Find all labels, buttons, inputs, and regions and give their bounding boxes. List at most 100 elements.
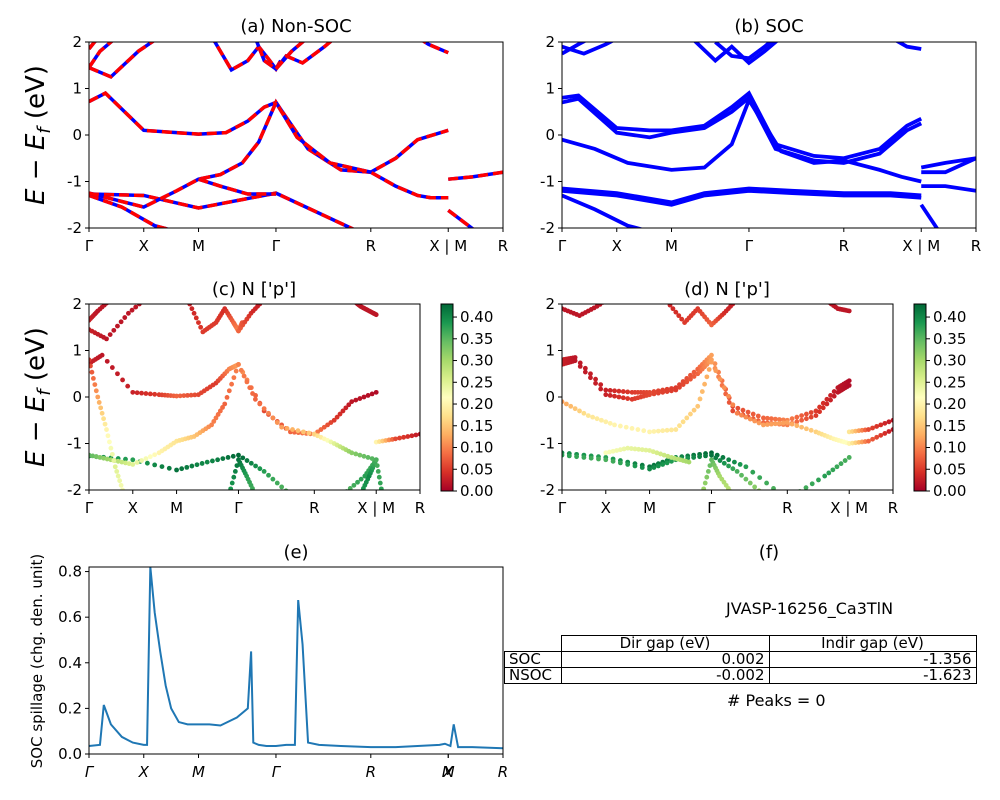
band-point [232,469,238,474]
band-point [780,420,786,426]
band-point [347,486,353,490]
band-point [647,429,652,435]
info-material-label: JVASP-16256_Ca3TlN [726,599,894,618]
band-point [651,465,657,470]
table-header-cell: Indir gap (eV) [768,635,977,652]
band-point [405,434,411,439]
band-point [261,406,267,412]
band-point [664,460,670,466]
colorbar-c [440,303,454,492]
plot-area-d [562,286,893,497]
band-point [349,297,354,302]
band-point [274,480,280,486]
band-point [809,481,815,487]
band-point [789,421,795,427]
band-point [878,422,884,428]
band-point [721,460,727,466]
band-point [380,492,385,497]
band-point [582,369,588,375]
band-point [688,376,693,382]
band-line-soc [920,156,976,170]
band-point [238,367,244,373]
band-point [217,408,223,414]
band-point [878,432,884,438]
band-point [266,410,271,416]
x-tick-label: Γ [234,499,243,517]
band-point [755,413,761,419]
band-point [250,391,255,396]
y-tick-label: -1 [67,173,82,191]
band-line-soc [693,42,779,66]
band-point [209,422,214,428]
band-point [747,416,753,422]
band-point [664,427,670,433]
band-point [628,446,634,451]
band-point [106,299,111,304]
band-point [241,373,247,379]
colorbar-tick-label: 0.40 [933,308,966,326]
band-point [597,304,603,307]
band-point [361,453,367,459]
band-point [375,469,381,474]
band-point [231,375,237,381]
band-point [730,408,736,414]
band-point [730,466,736,472]
band-point [147,454,153,460]
band-point [326,499,331,504]
band-point [745,409,751,415]
band-point [702,480,708,486]
band-point [266,472,271,478]
band-point [577,363,583,369]
band-point [653,292,658,297]
band-point [610,448,616,454]
band-point [768,421,774,427]
band-point [603,419,609,425]
band-point [109,365,115,370]
band-point [118,319,124,325]
band-point [673,387,679,393]
band-point [664,389,670,394]
band-line-nonsoc-dashed [89,42,114,69]
band-point [771,486,776,490]
band-point [656,293,661,298]
band-point [706,367,712,372]
band-point [115,323,120,329]
colorbar-tick-label: 0.10 [933,439,966,457]
x-tick-label: R [366,763,376,781]
band-point [677,384,682,390]
colorbar-tick-label: 0.20 [460,395,493,413]
band-point [234,463,240,468]
band-point [204,459,210,465]
band-point [625,389,631,395]
band-point [614,448,620,453]
band-point [625,396,631,401]
band-point [107,439,112,445]
y-tick-label: -2 [67,481,82,499]
band-point [194,462,200,468]
band-point [630,286,635,291]
band-point [612,388,617,394]
band-point [761,422,766,428]
band-point [768,416,774,422]
band-point [304,502,309,507]
band-point [756,420,762,426]
band-point [632,463,638,469]
band-point [651,429,657,434]
band-point [705,469,711,474]
band-point [357,396,363,401]
band-point [184,464,190,470]
band-point [89,369,95,375]
band-point [122,315,128,320]
band-point [152,452,158,458]
band-point [115,458,121,464]
band-point [730,492,735,497]
band-point [240,455,246,461]
band-line-nonsoc [89,193,171,228]
band-point [92,382,98,387]
band-point [697,396,703,402]
band-point [187,304,193,307]
band-point [752,418,758,424]
band-point [846,308,852,314]
band-line-soc [921,156,976,175]
band-point [870,425,875,431]
